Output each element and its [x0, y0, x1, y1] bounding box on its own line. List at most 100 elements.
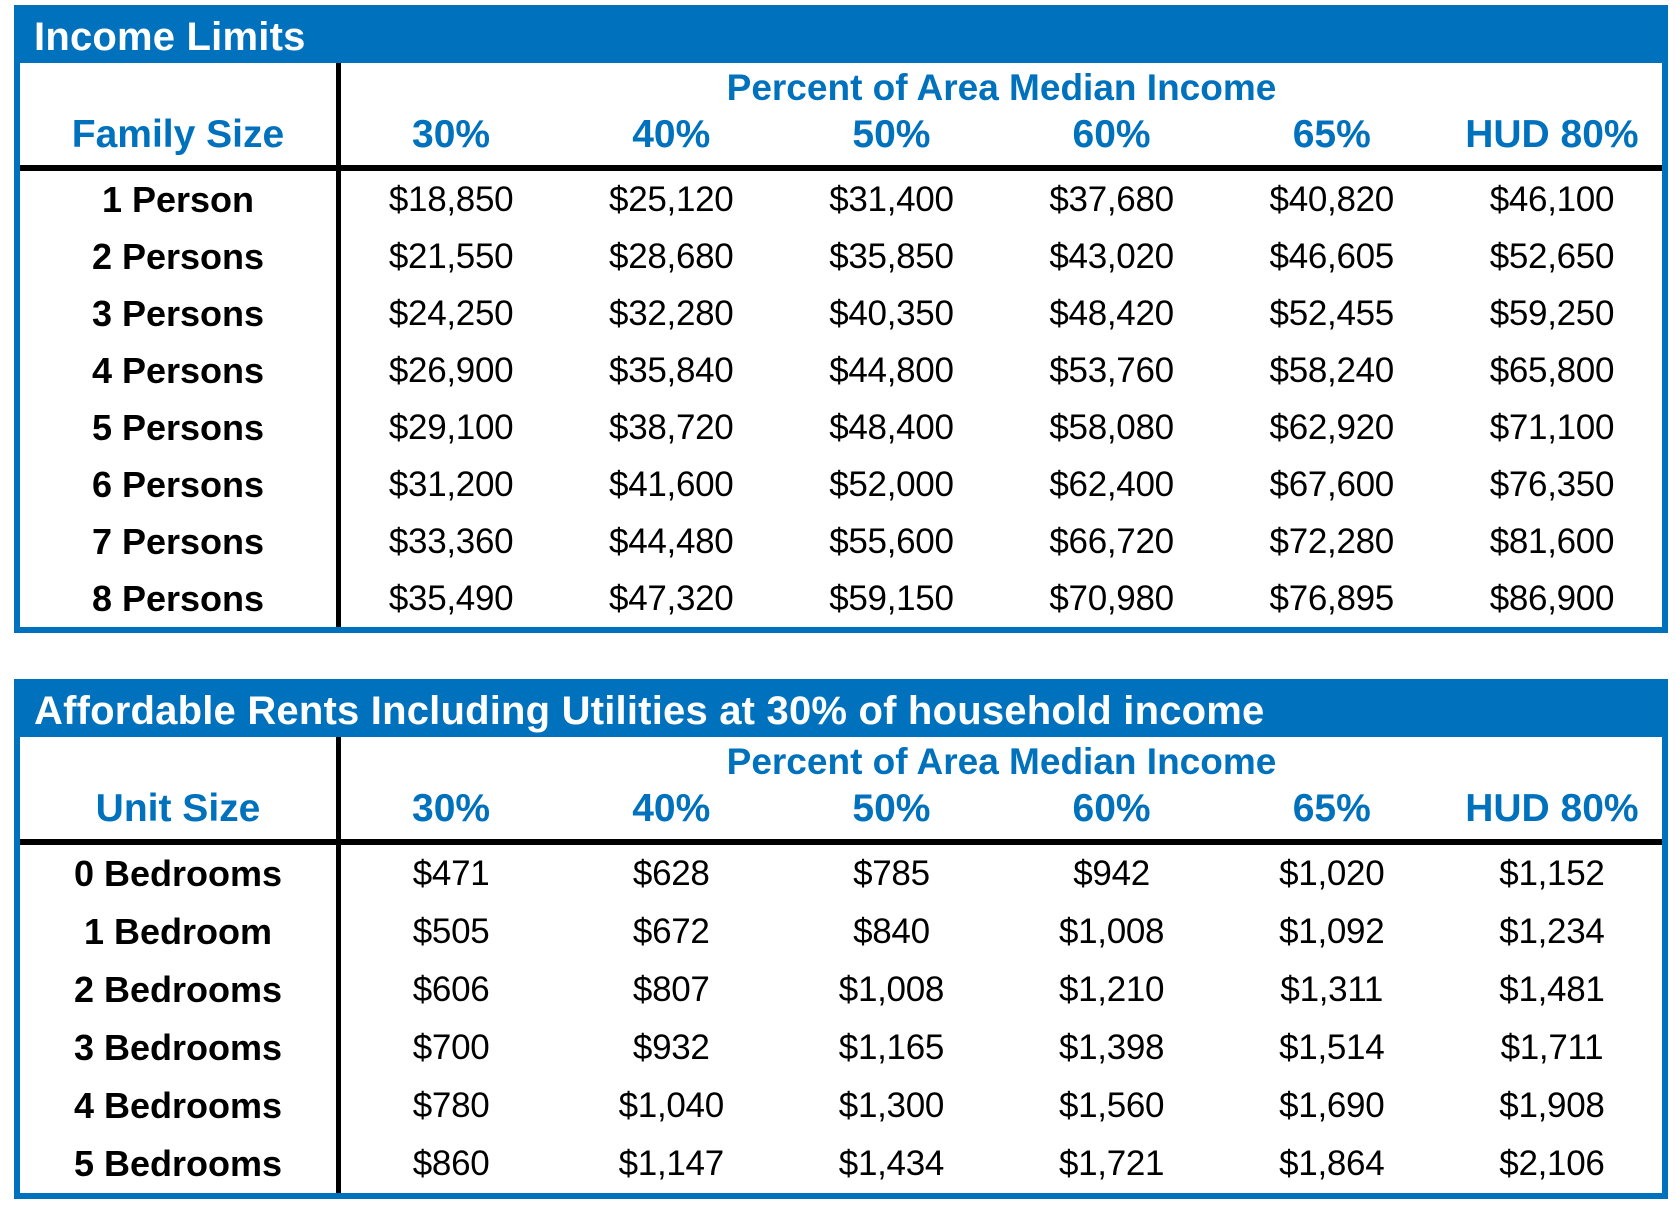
value-cell: $672 [632, 912, 710, 951]
value-cell: $1,147 [618, 1144, 725, 1183]
table-row: 8 Persons $35,490 $47,320 $59,150 $70,980 $76… [20, 570, 1662, 627]
value-cell: $1,864 [1279, 1144, 1385, 1183]
value-cell: $43,020 [1049, 236, 1174, 276]
value-cell: $62,920 [1269, 407, 1395, 447]
value-cell: $807 [632, 970, 710, 1009]
table-row: 4 Persons $26,900 $35,840 $44,800 $53,760 $58… [20, 342, 1662, 399]
value-cell: $40,820 [1269, 179, 1395, 219]
value-cell: $67,600 [1269, 464, 1395, 504]
value-cell: $44,480 [609, 521, 734, 561]
group-header-row: Percent of Area Median Income [20, 737, 1662, 785]
column-header: 30% [412, 787, 491, 830]
value-cell: $31,200 [388, 464, 514, 504]
value-cell: $35,490 [388, 578, 514, 618]
column-header: 30% [412, 113, 491, 156]
value-cell: $81,600 [1489, 521, 1615, 561]
value-cell: $628 [632, 854, 710, 893]
group-header: Percent of Area Median Income [726, 67, 1277, 108]
table-row: 5 Bedrooms $860 $1,147 $1,434 $1,721 $1,864 $2… [20, 1135, 1662, 1193]
value-cell: $53,760 [1049, 350, 1174, 390]
value-cell: $1,908 [1499, 1086, 1605, 1125]
value-cell: $505 [412, 912, 490, 951]
table-row: 5 Persons $29,100 $38,720 $48,400 $58,080 $62… [20, 399, 1662, 456]
value-cell: $1,092 [1279, 912, 1385, 951]
income-limits-table: Income Limits Percent of Area Median Inc… [14, 5, 1668, 633]
value-cell: $59,250 [1489, 293, 1615, 333]
row-header-label: Family Size [20, 111, 341, 165]
value-cell: $29,100 [388, 407, 514, 447]
table-body: 0 Bedrooms $471 $628 $785 $942 $1,020 $1,152 1 … [20, 845, 1662, 1193]
row-header: 3 Bedrooms [20, 1019, 341, 1077]
value-cell: $1,040 [618, 1086, 725, 1125]
value-cell: $780 [412, 1086, 490, 1125]
row-header: 7 Persons [20, 513, 341, 570]
row-header: 5 Bedrooms [20, 1135, 341, 1193]
value-cell: $76,895 [1269, 578, 1395, 618]
value-cell: $44,800 [829, 350, 954, 390]
column-header: 40% [632, 787, 711, 830]
value-cell: $33,360 [388, 521, 514, 561]
table-row: 1 Person $18,850 $25,120 $31,400 $37,680 $40,… [20, 171, 1662, 228]
value-cell: $18,850 [388, 179, 514, 219]
value-cell: $52,650 [1489, 236, 1615, 276]
table-row: 6 Persons $31,200 $41,600 $52,000 $62,400 $67… [20, 456, 1662, 513]
value-cell: $1,165 [838, 1028, 945, 1067]
value-cell: $21,550 [388, 236, 514, 276]
value-cell: $35,840 [609, 350, 734, 390]
value-cell: $72,280 [1269, 521, 1395, 561]
value-cell: $606 [412, 970, 490, 1009]
value-cell: $41,600 [609, 464, 734, 504]
value-cell: $71,100 [1489, 407, 1615, 447]
value-cell: $62,400 [1049, 464, 1174, 504]
row-header: 0 Bedrooms [20, 845, 341, 903]
table-title-bar: Income Limits [20, 11, 1662, 63]
row-header: 5 Persons [20, 399, 341, 456]
value-cell: $59,150 [829, 578, 954, 618]
column-header: 40% [632, 113, 711, 156]
column-header: 50% [852, 113, 931, 156]
value-cell: $24,250 [388, 293, 514, 333]
table-title: Affordable Rents Including Utilities at … [34, 689, 1265, 733]
table-row: 2 Bedrooms $606 $807 $1,008 $1,210 $1,311 $1,4… [20, 961, 1662, 1019]
value-cell: $1,721 [1058, 1144, 1165, 1183]
value-cell: $1,008 [838, 970, 945, 1009]
group-header-spacer [20, 63, 341, 111]
value-cell: $700 [412, 1028, 490, 1067]
value-cell: $1,210 [1058, 970, 1165, 1009]
row-header: 2 Bedrooms [20, 961, 341, 1019]
value-cell: $860 [412, 1144, 490, 1183]
value-cell: $1,020 [1279, 854, 1385, 893]
column-header: 65% [1292, 113, 1371, 156]
column-header-row: Unit Size 30% 40% 50% 60% 65% HUD 80% [20, 785, 1662, 845]
row-header: 6 Persons [20, 456, 341, 513]
value-cell: $1,434 [838, 1144, 945, 1183]
table-body: 1 Person $18,850 $25,120 $31,400 $37,680 $40,… [20, 171, 1662, 627]
table-row: 3 Persons $24,250 $32,280 $40,350 $48,420 $52… [20, 285, 1662, 342]
value-cell: $76,350 [1489, 464, 1615, 504]
value-cell: $47,320 [609, 578, 734, 618]
value-cell: $52,455 [1269, 293, 1395, 333]
value-cell: $58,080 [1049, 407, 1174, 447]
value-cell: $2,106 [1499, 1144, 1605, 1183]
column-header: HUD 80% [1465, 787, 1639, 830]
value-cell: $66,720 [1049, 521, 1174, 561]
value-cell: $52,000 [829, 464, 954, 504]
value-cell: $1,234 [1499, 912, 1605, 951]
value-cell: $1,514 [1279, 1028, 1385, 1067]
group-header-spacer [20, 737, 341, 785]
table-row: 7 Persons $33,360 $44,480 $55,600 $66,720 $72… [20, 513, 1662, 570]
column-header: HUD 80% [1465, 113, 1639, 156]
value-cell: $471 [412, 854, 490, 893]
value-cell: $1,711 [1500, 1028, 1604, 1067]
value-cell: $840 [853, 912, 930, 951]
value-cell: $31,400 [829, 179, 954, 219]
table-row: 3 Bedrooms $700 $932 $1,165 $1,398 $1,514 $1,7… [20, 1019, 1662, 1077]
value-cell: $1,300 [838, 1086, 945, 1125]
value-cell: $38,720 [609, 407, 734, 447]
value-cell: $932 [632, 1028, 710, 1067]
column-header-row: Family Size 30% 40% 50% 60% 65% HUD 80% [20, 111, 1662, 171]
value-cell: $1,152 [1499, 854, 1605, 893]
column-header: 60% [1072, 113, 1151, 156]
table-row: 4 Bedrooms $780 $1,040 $1,300 $1,560 $1,690 $1… [20, 1077, 1662, 1135]
document-page: Income Limits Percent of Area Median Inc… [14, 5, 1668, 1199]
